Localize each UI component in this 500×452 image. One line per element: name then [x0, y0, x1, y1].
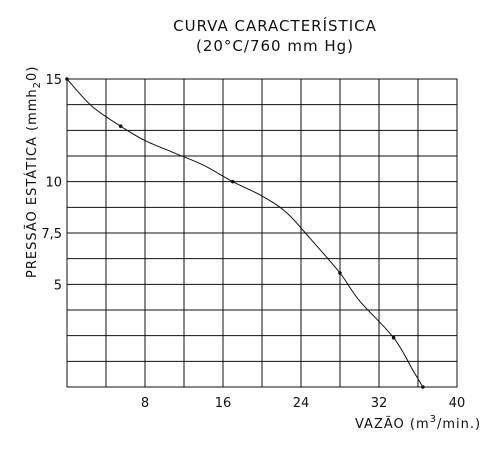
- data-point: [230, 179, 235, 184]
- x-tick-label: 24: [293, 396, 310, 411]
- x-axis-label-pre: VAZÃO (m: [355, 416, 430, 432]
- x-axis-label-post: /min.): [437, 417, 481, 432]
- data-point: [338, 271, 342, 275]
- y-axis-label-pre: PRESSÃO ESTÁTICA (mmh: [24, 88, 40, 278]
- x-tick-label: 32: [371, 396, 388, 411]
- x-tick-label: 16: [215, 396, 232, 411]
- x-axis-label-sup: 3: [430, 414, 437, 425]
- y-tick-label: 10: [45, 176, 62, 191]
- chart-title: CURVA CARACTERÍSTICA: [173, 16, 377, 35]
- data-point: [118, 124, 123, 129]
- x-tick-labels: 8 16 24 32 40: [141, 396, 465, 411]
- series-line: [66, 78, 424, 388]
- data-point: [421, 385, 425, 389]
- y-axis-label: PRESSÃO ESTÁTICA (mmh20): [24, 66, 43, 278]
- y-tick-label: 15: [45, 73, 62, 88]
- y-tick-label: 5: [54, 278, 62, 293]
- x-axis-label: VAZÃO (m3/min.): [355, 414, 481, 432]
- chart-subtitle: (20°C/760 mm Hg): [196, 37, 354, 55]
- y-axis-label-sub: 2: [32, 81, 43, 88]
- grid: [66, 78, 458, 388]
- x-tick-label: 8: [141, 396, 149, 411]
- y-tick-labels: 5 7,5 10 15: [41, 73, 62, 293]
- data-point: [65, 77, 69, 81]
- y-tick-label: 7,5: [41, 227, 62, 242]
- data-point: [391, 335, 396, 340]
- y-axis-label-post: 0): [25, 66, 40, 81]
- x-tick-label: 40: [449, 396, 466, 411]
- series: [65, 77, 425, 389]
